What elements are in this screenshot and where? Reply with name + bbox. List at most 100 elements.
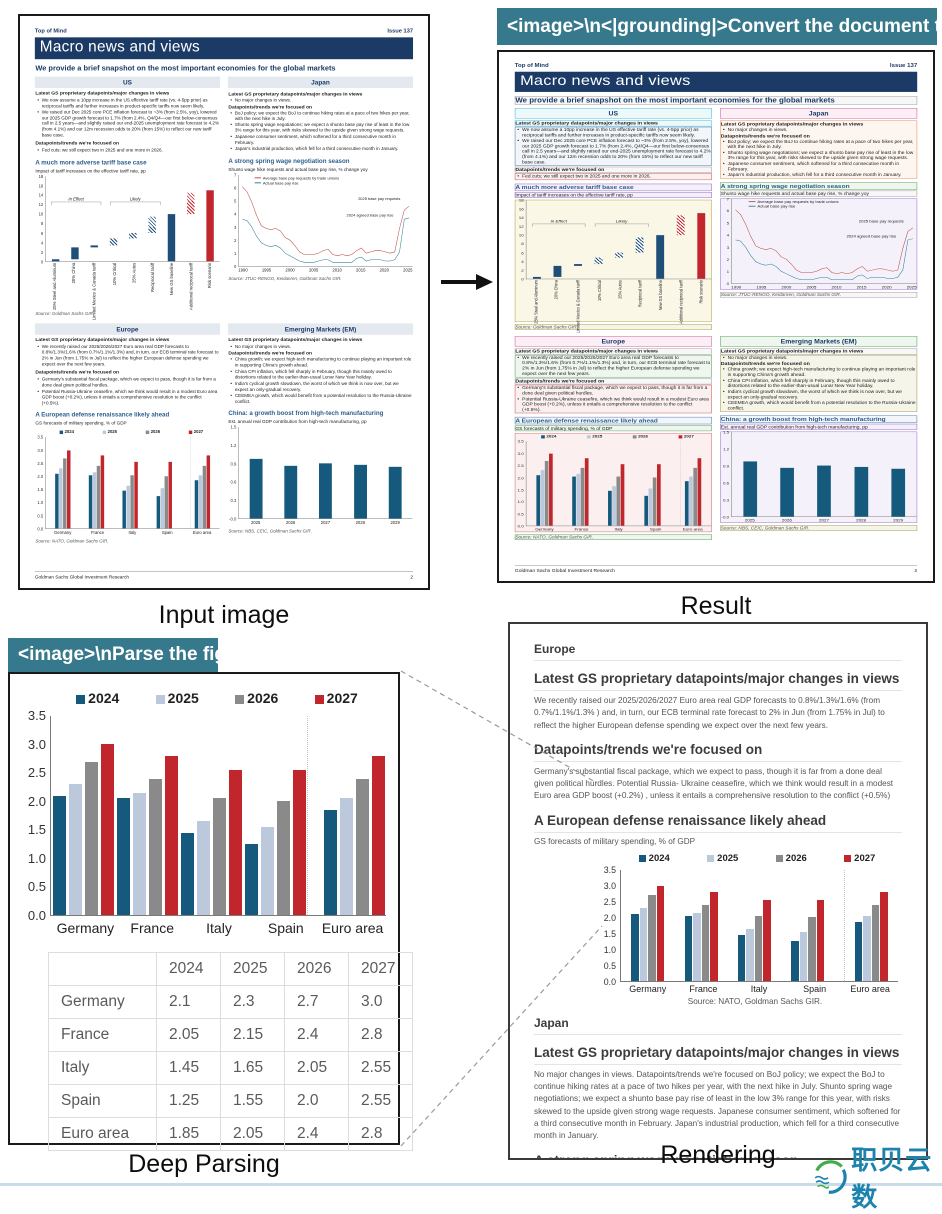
- wage-chart-subtitle: Shunto wage hike requests and actual bas…: [228, 166, 368, 172]
- bullet: CEEMEA growth, which would benefit from …: [721, 400, 917, 411]
- render-defense-chart: 2024 2025 2026 2027 3.5 3.0 2.5 2.0 1.5 1.0 0.5 0.0…: [598, 852, 898, 994]
- bullet: No major changes in views.: [228, 344, 412, 350]
- bullet: CEEMEA growth, which would benefit from …: [228, 393, 412, 405]
- render-wage-heading: A strong spring wage negotiation season: [534, 1153, 902, 1158]
- doc-footer: Goldman Sachs Global Investment Research…: [34, 571, 413, 581]
- input-document: Top of Mind Issue 137 Macro news and vie…: [20, 16, 428, 588]
- doc-masthead: Top of Mind Issue 137: [35, 28, 413, 34]
- us-datapoints-heading: Datapoints/trends we're focused on: [35, 140, 120, 147]
- input-image-pane: Top of Mind Issue 137 Macro news and vie…: [18, 14, 430, 590]
- zhibei-logo-icon: [814, 1160, 847, 1194]
- bullet: Germany's substantial fiscal package, wh…: [35, 377, 219, 389]
- flow-arrow-icon: [441, 274, 493, 290]
- europe-column: Europe Latest GS proprietary datapoints/…: [514, 336, 712, 543]
- render-latest-heading: Latest GS proprietary datapoints/major c…: [534, 671, 902, 691]
- china-chart-subtitle: Est. annual real GDP contribution from h…: [720, 423, 918, 430]
- render-datapoints-paragraph: Germany's substantial fiscal package, wh…: [534, 766, 894, 801]
- bullet: We raised our Dec 2025 core PCE inflatio…: [515, 138, 711, 165]
- defense-chart: 2024 2025 2026 2027 3.5 3.0 2.5 2.0 1.5 1.0 0.5 0.0…: [515, 434, 712, 532]
- europe-datapoints-heading: Datapoints/trends we're focused on: [35, 369, 120, 376]
- bullet: China growth; we expect high-tech manufa…: [721, 367, 917, 378]
- wage-chart-box: 7 6 5 4 3 2 1 0 Average base pay requests by tra…: [720, 196, 918, 290]
- us-source: Source: Goldman Sachs GIR.: [514, 324, 712, 330]
- china-chart: 1.5 1.2 0.9 0.6 0.3 -0.0 2025 2026 2027 2028 2029: [228, 425, 413, 525]
- deep-parsing-pane: 2024 2025 2026 2027 3.5 3.0 2.5 2.0 1.5 1.0 0.5 0.0…: [8, 672, 413, 1151]
- tariff-chart-box: 18 16 14 12 10 8 6 4 2 0 In Effect Likely 25% Steel …: [35, 174, 220, 320]
- em-datapoints-heading: Datapoints/trends we're focused on: [720, 361, 810, 367]
- deep-parsing-caption: Deep Parsing: [128, 1150, 280, 1178]
- tariff-chart: 18 16 14 12 10 8 6 4 2 0 In Effect Likely 25% Steel …: [35, 174, 220, 320]
- us-column: US Latest GS proprietary datapoints/majo…: [514, 107, 712, 333]
- render-europe-paragraph: We recently raised our 2025/2026/2027 Eu…: [534, 696, 885, 730]
- doc-masthead: Top of Mind Issue 137: [515, 63, 917, 69]
- us-datapoints-bullets: Fed cuts; we still expect two in 2025 an…: [35, 147, 220, 154]
- doc-subtitle: We provide a brief snapshot on the most …: [514, 96, 918, 105]
- japan-text-block: Latest GS proprietary datapoints/major c…: [720, 120, 918, 179]
- china-chart: 1.5 1.2 0.9 0.6 0.3 -0.0 2025 2026 2027 2028 2029: [721, 430, 917, 523]
- bullet: We recently raised our 2025/2026/2027 Eu…: [515, 355, 711, 376]
- japan-section-header: Japan: [227, 76, 414, 88]
- bullet: No major changes in views.: [721, 355, 917, 360]
- doc-footer-left: Goldman Sachs Global Investment Research: [514, 568, 615, 574]
- us-latest-heading: Latest GS proprietary datapoints/major c…: [35, 90, 170, 96]
- gs-document-page: Top of Mind Issue 137 Macro news and vie…: [499, 52, 933, 581]
- us-section-header: US: [514, 107, 712, 119]
- doc-grid: US Latest GS proprietary datapoints/majo…: [34, 76, 414, 547]
- us-column: US Latest GS proprietary datapoints/majo…: [34, 76, 220, 320]
- zhibei-logo-text: 职贝云数: [851, 1145, 933, 1212]
- em-datapoints-heading: Datapoints/trends we're focused on: [228, 350, 313, 357]
- bullet: China CPI inflation, which fell sharply …: [228, 369, 412, 381]
- japan-source: Source: JTUC-RENGO, Keidanren, Goldman S…: [228, 276, 342, 282]
- em-text-block: No major changes in views. Datapoints/tr…: [228, 344, 413, 406]
- bullet: India's cyclical growth slowdown, the wo…: [721, 389, 917, 400]
- result-document: Top of Mind Issue 137 Macro news and vie…: [499, 52, 933, 581]
- input-caption: Input image: [158, 601, 290, 629]
- doc-grid: US Latest GS proprietary datapoints/majo…: [514, 107, 918, 543]
- defense-chart-title: A European defense renaissance likely ah…: [35, 411, 170, 419]
- render-japan-paragraph: No major changes in views. Datapoints/tr…: [534, 1069, 901, 1141]
- em-latest-heading: Latest GS proprietary datapoints/major c…: [720, 348, 918, 355]
- render-defense-heading: A European defense renaissance likely ah…: [534, 813, 902, 833]
- bullet: Japanese consumer sentiment, which softe…: [228, 134, 412, 146]
- result-caption: Result: [680, 592, 752, 620]
- em-source: Source: NBS, CEIC, Goldman Sachs GIR.: [228, 528, 312, 534]
- bottom-strip: [0, 1183, 942, 1186]
- bullet: We now assume a 10pp increase in the US …: [35, 97, 219, 109]
- bullet: Japan's industrial production, which fel…: [228, 146, 412, 152]
- doc-masthead-left: Top of Mind: [34, 27, 67, 34]
- bullet: Fed cuts; we still expect two in 2025 an…: [35, 148, 219, 154]
- doc-footer-left: Goldman Sachs Global Investment Research: [34, 574, 129, 581]
- europe-datapoints-heading: Datapoints/trends we're focused on: [514, 378, 712, 385]
- china-chart-subtitle: Est. annual real GDP contribution from h…: [228, 418, 367, 425]
- parse-prompt-label: <image>\nParse the figure.: [8, 638, 261, 672]
- doc-subtitle: We provide a brief snapshot on the most …: [35, 64, 336, 73]
- bullet: India's cyclical growth slowdown, the wo…: [228, 381, 412, 393]
- bullet: No major changes in views.: [721, 127, 917, 132]
- japan-datapoints-heading: Datapoints/trends we're focused on: [720, 133, 810, 139]
- wage-chart-title: A strong spring wage negotiation season: [720, 182, 918, 190]
- em-latest-heading: Latest GS proprietary datapoints/major c…: [228, 337, 363, 343]
- render-japan-latest-heading: Latest GS proprietary datapoints/major c…: [534, 1045, 902, 1065]
- bullet: No major changes in views.: [228, 97, 412, 103]
- em-section-header: Emerging Markets (EM): [720, 336, 918, 347]
- us-latest-bullets: We now assume a 10pp increase in the US …: [514, 126, 712, 166]
- bullet: Shunto spring wage negotiations; we expe…: [721, 150, 917, 161]
- grounding-prompt-label: <image>\n<|grounding|>Convert the docume…: [497, 8, 942, 45]
- bullet: Fed cuts; we still expect two in 2025 an…: [515, 174, 711, 179]
- europe-source: Source: NATO, Goldman Sachs GIR.: [35, 538, 109, 544]
- bullet: China CPI inflation, which fell sharply …: [721, 378, 917, 389]
- china-chart-title: China: a growth boost from high-tech man…: [228, 409, 384, 417]
- japan-datapoints-heading: Datapoints/trends we're focused on: [228, 104, 313, 110]
- wage-chart: 7 6 5 4 3 2 1 0 Average base pay requests by tra…: [726, 196, 917, 290]
- japan-section-header: Japan: [720, 107, 918, 119]
- wage-chart-box: 7 6 5 4 3 2 1 0 Average base pay requests by tra…: [228, 172, 413, 273]
- europe-latest-bullets: We recently raised our 2025/2026/2027 Eu…: [514, 354, 712, 378]
- deep-parsing-chart: 2024 2025 2026 2027 3.5 3.0 2.5 2.0 1.5 1.0 0.5 0.0…: [24, 688, 386, 936]
- render-japan-heading: Japan: [534, 1016, 902, 1035]
- render-europe-heading: Europe: [534, 642, 902, 661]
- bullet: Shunto spring wage negotiations; we expe…: [228, 122, 412, 134]
- result-pane: Top of Mind Issue 137 Macro news and vie…: [497, 50, 935, 583]
- us-source: Source: Goldman Sachs GIR.: [35, 310, 95, 316]
- doc-title: Macro news and views: [514, 71, 918, 92]
- bullet: We raised our Dec 2025 core PCE inflatio…: [35, 109, 219, 138]
